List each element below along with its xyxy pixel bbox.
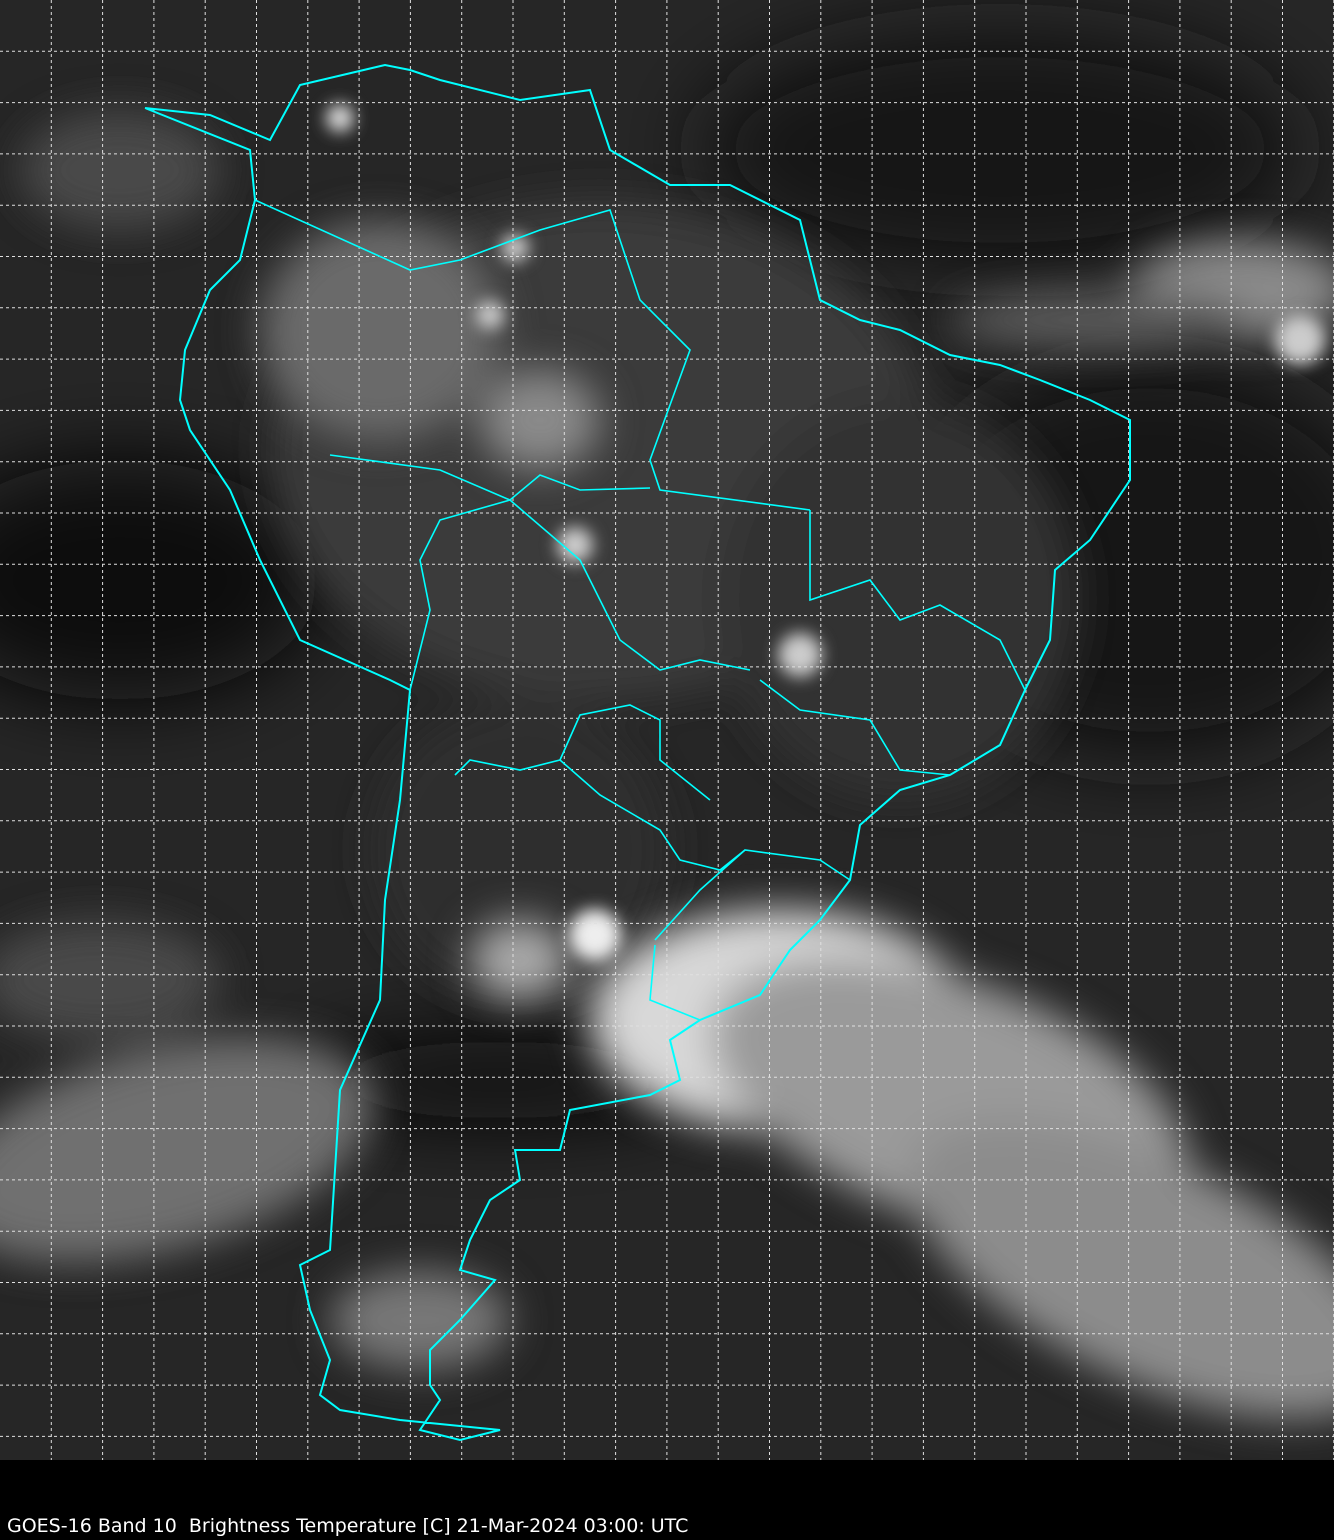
figure-caption: GOES-16 Band 10 Brightness Temperature […: [7, 1515, 689, 1537]
lat-lon-grid: [0, 0, 1334, 1460]
satellite-image-map: [0, 0, 1334, 1460]
cloud-features: [0, 110, 1334, 1419]
coastline-boundary: [144, 63, 1131, 1442]
country-borders: [254, 199, 1026, 1021]
